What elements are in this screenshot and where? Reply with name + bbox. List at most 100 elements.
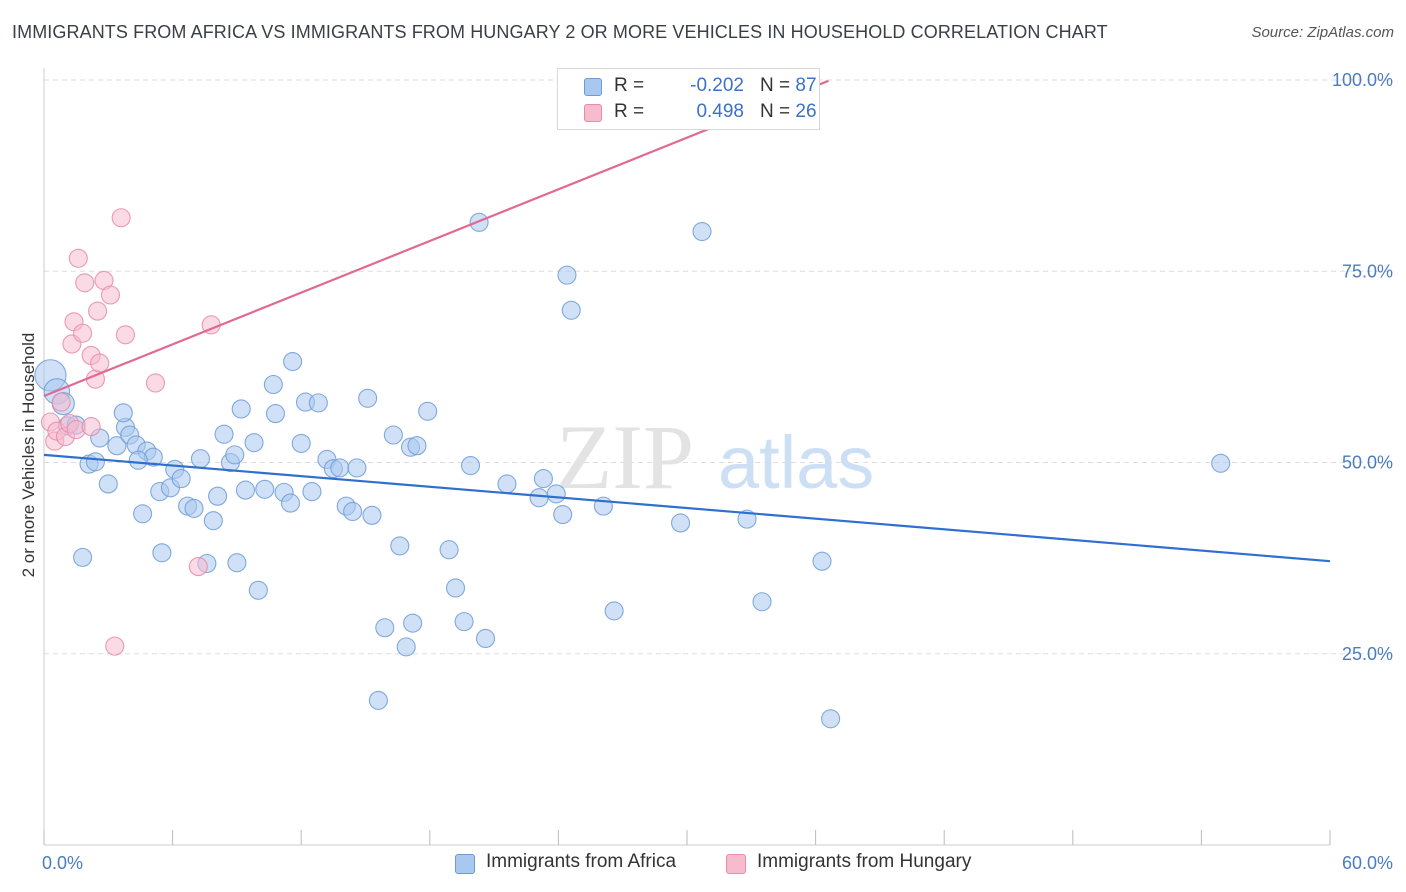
y-tick-label: 100.0%: [1332, 70, 1393, 90]
africa-point: [85, 452, 105, 472]
legend-swatch-hungary: [584, 104, 602, 122]
legend-r-label: R =: [614, 101, 645, 122]
hungary-trend-line: [43, 79, 829, 398]
africa-point: [225, 445, 245, 465]
series-legend: Immigrants from Africa Immigrants from H…: [0, 851, 1406, 879]
africa-point: [152, 543, 172, 563]
legend-n-hungary: N = 26: [760, 101, 817, 123]
africa-point: [265, 404, 286, 424]
africa-point: [460, 456, 481, 476]
y-axis-label: 2 or more Vehicles in Household: [19, 333, 38, 578]
africa-point: [128, 450, 148, 470]
trend-lines: [43, 79, 1331, 563]
africa-point: [214, 424, 234, 444]
gridlines: [44, 79, 1392, 655]
hungary-point: [100, 285, 120, 305]
legend-n-label: N =: [760, 75, 791, 96]
legend-r-value-africa: -0.202: [690, 75, 744, 96]
africa-point: [561, 300, 581, 320]
legend-n-value-hungary: 26: [795, 101, 817, 122]
africa-point: [533, 469, 553, 489]
africa-point: [133, 504, 153, 524]
africa-point: [255, 479, 275, 499]
africa-point: [263, 374, 283, 395]
watermark: ZIP atlas: [556, 406, 874, 508]
africa-point: [671, 513, 691, 533]
africa-point: [692, 221, 712, 242]
africa-point: [244, 433, 264, 453]
africa-point: [308, 393, 328, 413]
africa-point: [203, 511, 223, 531]
series-label-hungary: Immigrants from Hungary: [757, 851, 972, 872]
africa-point: [227, 553, 247, 573]
africa-point: [283, 352, 303, 372]
africa-point: [330, 458, 350, 478]
legend-n-africa: N = 87: [760, 75, 817, 97]
series-swatch-africa: [455, 854, 475, 874]
africa-point: [208, 486, 228, 506]
africa-point: [812, 551, 832, 571]
hungary-point: [115, 325, 135, 345]
hungary-point: [68, 248, 88, 268]
africa-point: [362, 505, 382, 525]
africa-point: [375, 618, 395, 638]
africa-point: [248, 580, 268, 600]
data-points: [34, 71, 1231, 729]
x-ticks: [43, 830, 1331, 845]
africa-point: [529, 488, 549, 508]
chart-title: IMMIGRANTS FROM AFRICA VS IMMIGRANTS FRO…: [12, 22, 1108, 42]
africa-point: [604, 601, 624, 621]
africa-point: [557, 265, 577, 285]
hungary-point: [73, 323, 93, 343]
africa-point: [343, 501, 363, 522]
series-label-africa: Immigrants from Africa: [486, 851, 677, 872]
africa-point: [821, 709, 841, 729]
africa-point: [407, 436, 427, 456]
africa-point: [113, 403, 133, 423]
y-tick-label: 25.0%: [1342, 644, 1393, 664]
africa-point: [107, 436, 127, 456]
source-label: Source: ZipAtlas.com: [1251, 24, 1394, 41]
africa-point: [347, 458, 367, 478]
africa-point: [418, 401, 438, 421]
africa-point: [291, 433, 311, 453]
africa-point: [190, 449, 211, 469]
hungary-point: [145, 373, 166, 393]
africa-point: [98, 474, 118, 494]
africa-point: [497, 474, 517, 494]
x-tick-label-min: 0.0%: [42, 853, 83, 873]
africa-point: [171, 469, 191, 489]
africa-point: [302, 482, 322, 502]
y-tick-label: 75.0%: [1342, 261, 1393, 281]
legend-swatch-africa: [584, 78, 602, 96]
hungary-point: [188, 557, 208, 577]
hungary-point: [111, 208, 131, 228]
watermark-atlas: atlas: [718, 421, 874, 504]
legend-n-label: N =: [760, 101, 791, 122]
africa-point: [184, 498, 204, 518]
africa-point: [383, 425, 403, 445]
x-tick-label-max: 60.0%: [1342, 853, 1393, 873]
hungary-point: [105, 636, 125, 656]
y-tick-labels: 25.0% 50.0% 75.0% 100.0%: [1332, 70, 1393, 664]
watermark-zip: ZIP: [556, 406, 694, 508]
legend-n-value-africa: 87: [795, 75, 817, 96]
y-tick-label: 50.0%: [1342, 453, 1393, 473]
series-swatch-hungary: [726, 854, 746, 874]
africa-point: [390, 536, 410, 556]
hungary-point: [51, 392, 71, 412]
africa-point: [358, 388, 378, 408]
africa-point: [445, 578, 466, 598]
africa-point: [73, 547, 93, 567]
legend-r-label: R =: [614, 75, 645, 96]
africa-point: [752, 592, 772, 612]
correlation-legend: R = -0.202 N = 87 R = 0.498 N = 26: [557, 68, 820, 130]
africa-point: [235, 480, 256, 500]
africa-point: [439, 540, 459, 560]
africa-trend-line: [43, 453, 1331, 563]
hungary-point: [90, 353, 110, 373]
africa-point: [454, 612, 474, 632]
hungary-point: [81, 417, 101, 437]
africa-point: [475, 628, 496, 649]
